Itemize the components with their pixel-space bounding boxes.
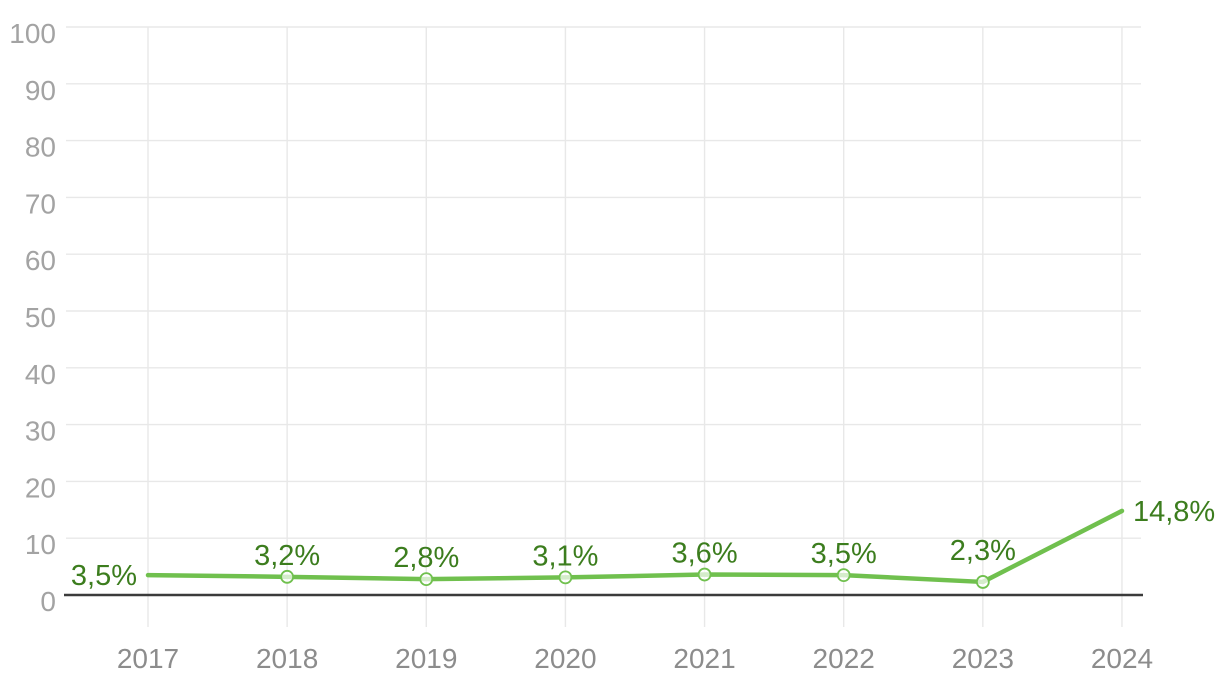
series-line: [145, 508, 1125, 585]
y-axis-tick-label: 80: [25, 132, 56, 163]
point-marker-2018: [280, 569, 295, 584]
point-label-2020: 3,1%: [532, 540, 598, 572]
point-label-2017: 3,5%: [71, 560, 137, 592]
point-label-2024: 14,8%: [1133, 496, 1215, 528]
point-marker-2021: [697, 567, 712, 582]
x-axis-year-label: 2020: [534, 643, 596, 674]
point-marker-2020: [558, 570, 573, 585]
point-label-2018: 3,2%: [254, 540, 320, 572]
point-label-2019: 2,8%: [393, 542, 459, 574]
y-axis-tick-label: 10: [25, 529, 56, 560]
x-axis-year-label: 2019: [395, 643, 457, 674]
y-axis-tick-label: 0: [40, 586, 56, 617]
x-axis-year-label: 2022: [813, 643, 875, 674]
point-marker-2022: [836, 568, 851, 583]
y-axis-tick-label: 100: [9, 18, 56, 49]
point-label-2021: 3,6%: [672, 538, 738, 570]
y-axis-tick-label: 60: [25, 245, 56, 276]
point-marker-2023: [975, 575, 990, 589]
y-axis-tick-label: 50: [25, 302, 56, 333]
x-axis-year-label: 2023: [952, 643, 1014, 674]
y-axis-tick-label: 90: [25, 75, 56, 106]
y-axis-tick-label: 20: [25, 472, 56, 503]
point-label-2023: 2,3%: [950, 535, 1016, 567]
point-marker-2019: [419, 572, 434, 586]
x-axis-year-label: 2018: [256, 643, 318, 674]
y-axis-tick-label: 70: [25, 188, 56, 219]
x-axis-year-label: 2017: [117, 643, 179, 674]
point-label-2022: 3,5%: [811, 538, 877, 570]
x-axis-year-label: 2021: [673, 643, 735, 674]
y-axis-tick-label: 30: [25, 416, 56, 447]
x-axis-year-label: 2024: [1091, 643, 1153, 674]
y-axis-tick-label: 40: [25, 359, 56, 390]
